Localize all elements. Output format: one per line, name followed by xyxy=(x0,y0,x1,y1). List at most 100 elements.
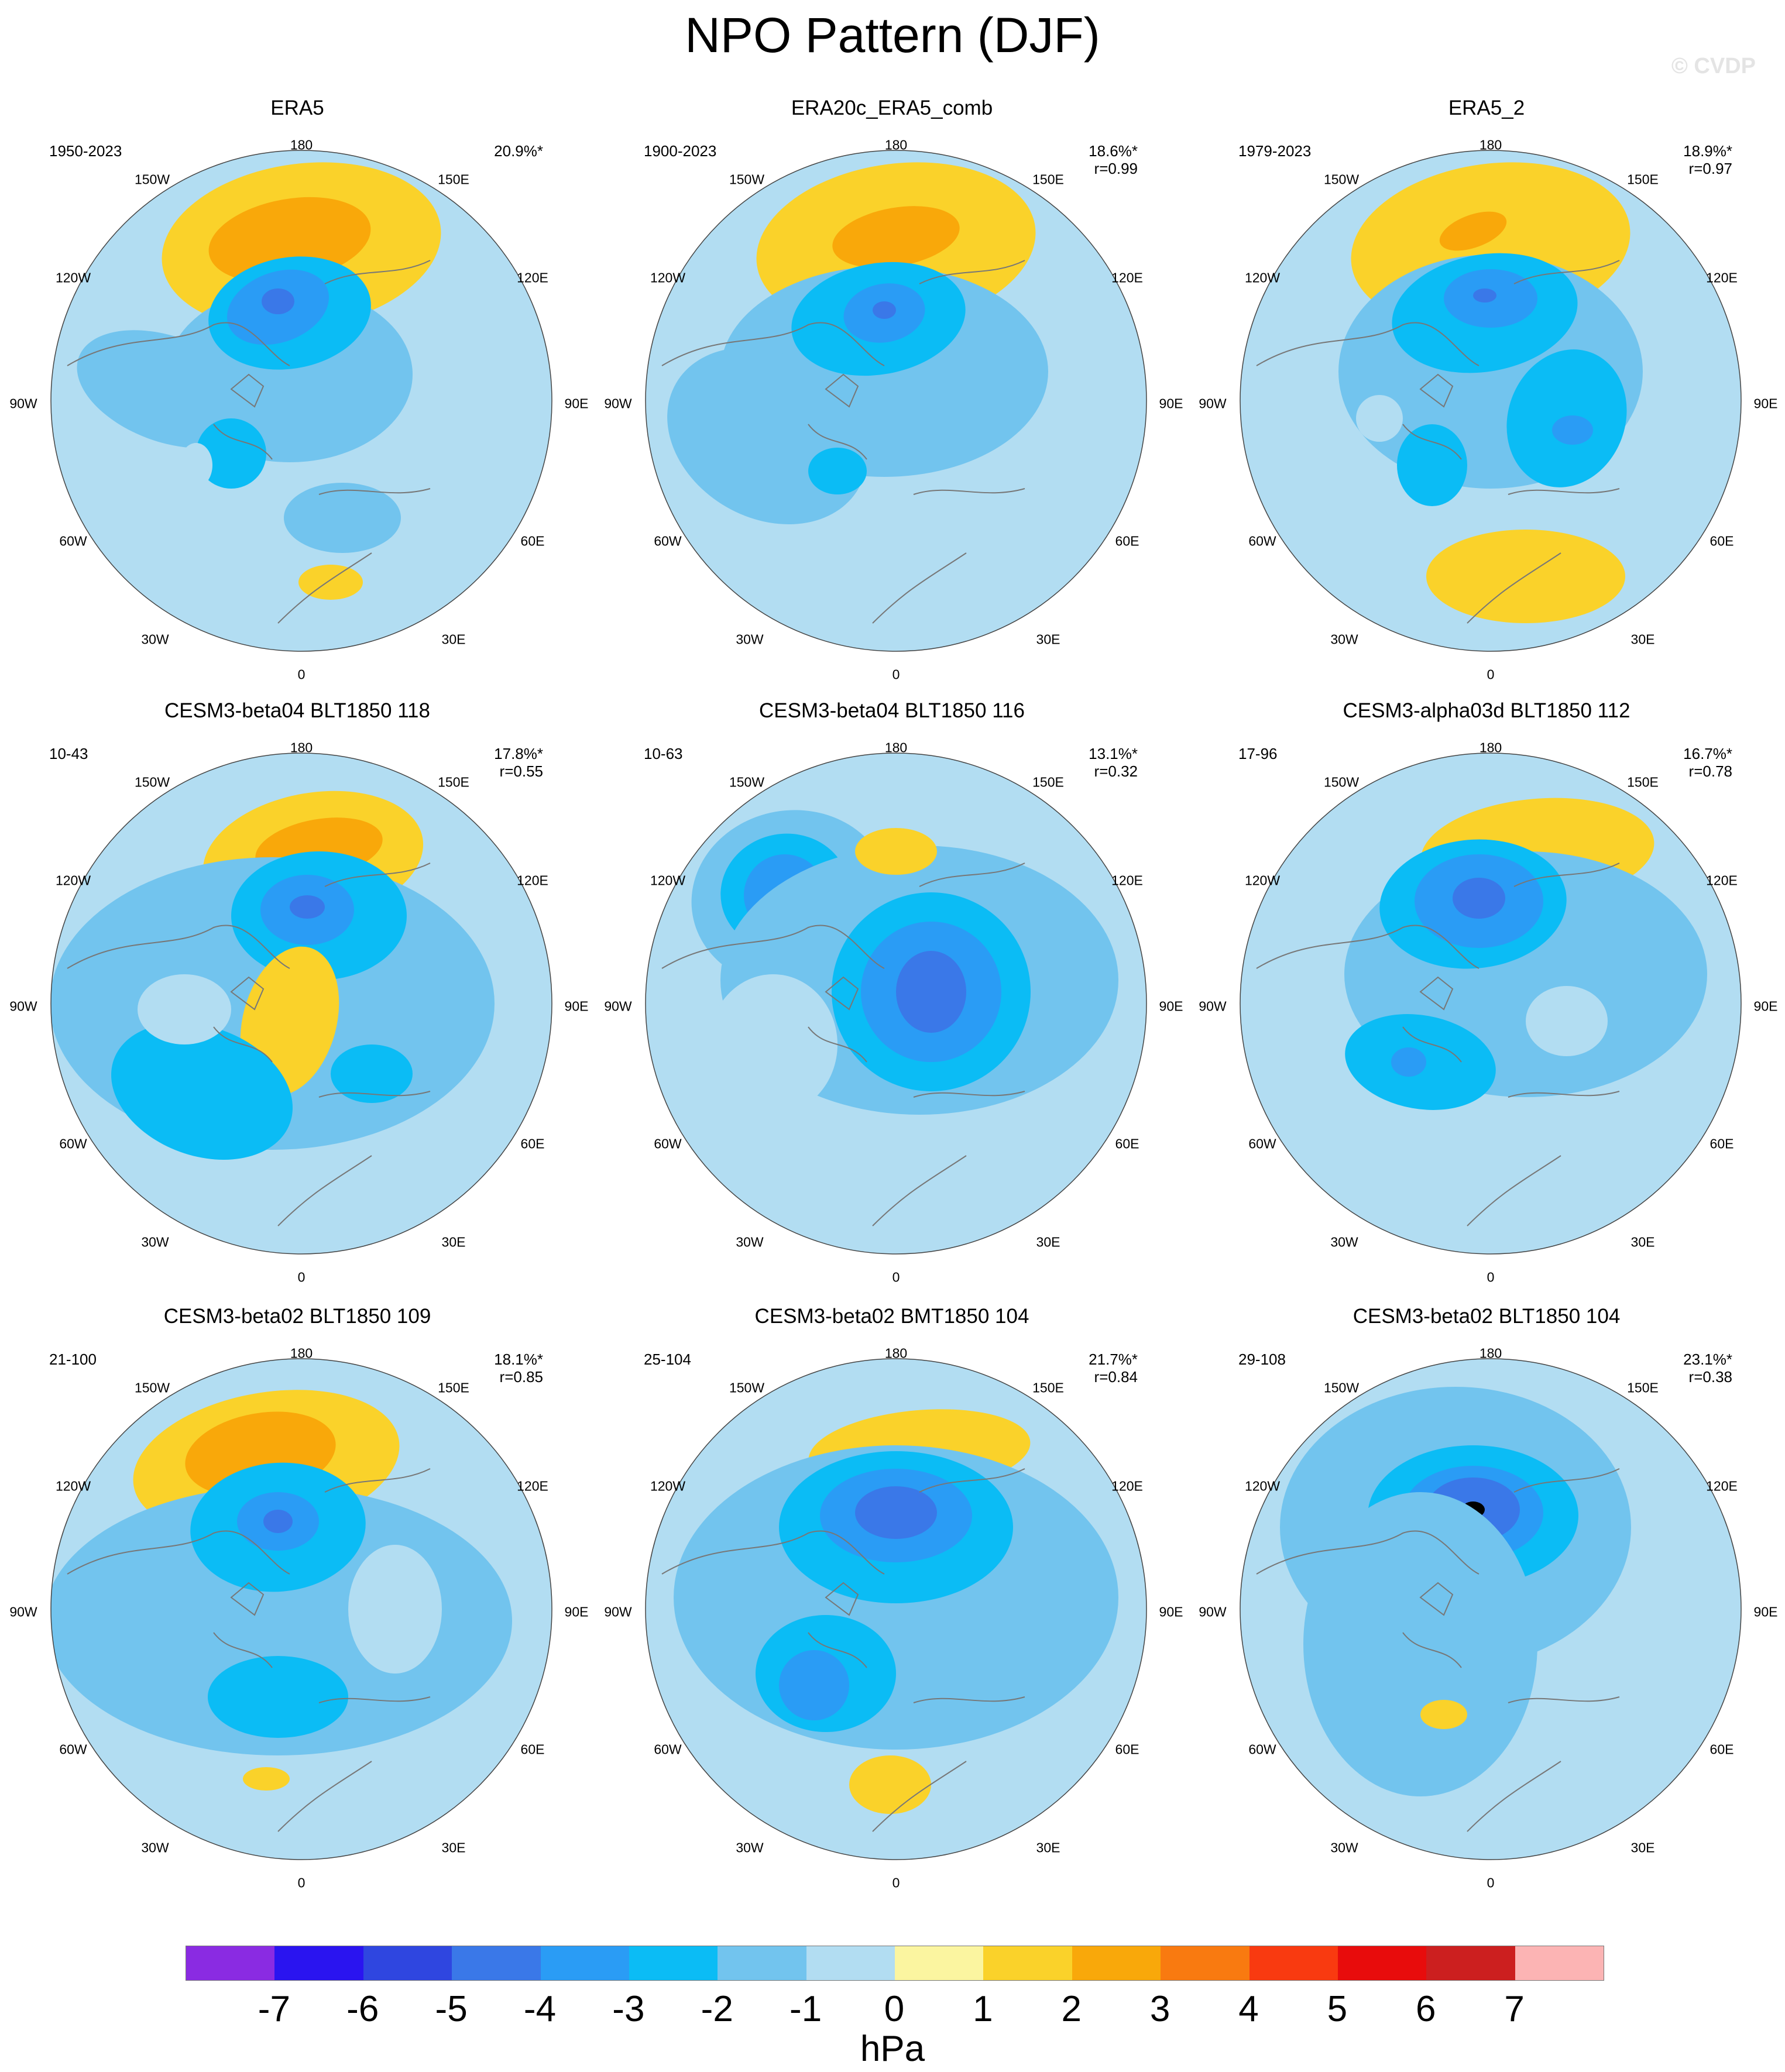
longitude-label: 120W xyxy=(1244,270,1281,286)
longitude-label: 0 xyxy=(297,666,305,682)
longitude-label: 30E xyxy=(1630,1840,1655,1855)
longitude-label: 150W xyxy=(729,171,765,187)
contour-region xyxy=(1356,395,1403,442)
longitude-label: 150W xyxy=(1323,171,1360,187)
contour-region xyxy=(896,951,966,1033)
polar-map xyxy=(1240,150,1742,652)
longitude-label: 120E xyxy=(1111,270,1143,286)
contour-region xyxy=(196,418,266,489)
polar-map xyxy=(1240,1358,1742,1860)
contour-region xyxy=(779,1650,849,1720)
colorbar-tick-label: -6 xyxy=(346,1989,379,2029)
panel-title: ERA5_2 xyxy=(1448,97,1525,119)
colorbar-tick-label: 4 xyxy=(1238,1989,1259,2029)
polar-map xyxy=(645,150,1147,652)
longitude-label: 30W xyxy=(736,1234,764,1250)
coastline xyxy=(67,260,431,624)
longitude-label: 150E xyxy=(1032,1380,1064,1396)
pattern-correlation: r=0.99 xyxy=(1094,160,1138,177)
page-title: NPO Pattern (DJF) xyxy=(685,8,1100,63)
longitude-label: 0 xyxy=(1487,1875,1495,1891)
contour-region xyxy=(331,1044,413,1103)
map-border xyxy=(1240,150,1742,652)
colorbar-tick-label: -4 xyxy=(523,1989,557,2029)
contour-region xyxy=(1552,415,1593,445)
contour-region xyxy=(1473,288,1496,303)
longitude-label: 180 xyxy=(290,1345,313,1361)
colorbar-tick-label: 3 xyxy=(1149,1989,1170,2029)
longitude-label: 90E xyxy=(1159,1604,1183,1620)
longitude-label: 30W xyxy=(141,1840,169,1855)
longitude-label: 60E xyxy=(520,1136,545,1152)
colorbar-tick-label: 1 xyxy=(973,1989,993,2029)
longitude-label: 120E xyxy=(1706,872,1738,888)
variance-explained: 17.8%* xyxy=(494,745,543,762)
longitude-label: 90W xyxy=(604,396,632,411)
map-border xyxy=(645,150,1147,652)
variance-explained: 16.7%* xyxy=(1683,745,1732,762)
longitude-label: 120W xyxy=(1244,872,1281,888)
longitude-label: 120W xyxy=(650,1478,686,1494)
map-panel: CESM3-alpha03d BLT1850 112 17-96 16.7%* r=0… xyxy=(1189,699,1784,1302)
panel-years: 1979-2023 xyxy=(1238,142,1312,160)
contour-region xyxy=(111,1023,293,1160)
longitude-label: 0 xyxy=(892,1875,900,1891)
longitude-label: 90W xyxy=(1199,396,1227,411)
variance-explained: 21.7%* xyxy=(1089,1351,1138,1368)
longitude-label: 60W xyxy=(654,533,682,549)
pattern-correlation: r=0.32 xyxy=(1094,762,1138,780)
map-panel: CESM3-beta02 BLT1850 109 21-100 18.1%* r=0.… xyxy=(0,1305,595,1908)
panel-stats: 16.7%* r=0.78 xyxy=(1683,745,1732,780)
longitude-label: 120E xyxy=(517,1478,548,1494)
longitude-label: 90E xyxy=(564,396,589,411)
longitude-label: 60E xyxy=(520,533,545,549)
panel-years: 1900-2023 xyxy=(644,142,717,160)
contour-region xyxy=(243,1767,290,1791)
colorbar-tick-label: 5 xyxy=(1327,1989,1348,2029)
longitude-label: 30W xyxy=(1330,1840,1358,1855)
panel-stats: 18.9%* r=0.97 xyxy=(1683,142,1732,177)
map-panel: ERA5_2 1979-2023 18.9%* r=0.97 180 150W 150E 12… xyxy=(1189,97,1784,699)
contour-region xyxy=(855,828,937,875)
longitude-label: 0 xyxy=(297,1269,305,1285)
panel-stats: 18.1%* r=0.85 xyxy=(494,1351,543,1386)
colorbar-units: hPa xyxy=(860,2029,925,2069)
polar-map xyxy=(645,1358,1147,1860)
longitude-label: 0 xyxy=(1487,1269,1495,1285)
pattern-correlation: r=0.78 xyxy=(1688,762,1732,780)
contour-region xyxy=(77,330,257,448)
contour-region xyxy=(348,1545,442,1674)
pattern-correlation: r=0.55 xyxy=(499,762,543,780)
coastline xyxy=(67,1468,431,1832)
polar-map xyxy=(50,150,552,652)
longitude-label: 60W xyxy=(59,1136,87,1152)
panel-stats: 13.1%* r=0.32 xyxy=(1089,745,1138,780)
longitude-label: 60E xyxy=(1115,1136,1139,1152)
longitude-label: 60W xyxy=(1248,1741,1276,1757)
longitude-label: 150E xyxy=(438,1380,469,1396)
longitude-label: 180 xyxy=(884,740,908,755)
cvdp-watermark: © CVDP xyxy=(1671,54,1756,78)
variance-explained: 18.9%* xyxy=(1683,142,1732,160)
map-border xyxy=(50,150,552,652)
longitude-label: 150W xyxy=(729,1380,765,1396)
colorbar-swatch xyxy=(1337,1946,1427,1980)
map-panel: CESM3-beta02 BMT1850 104 25-104 21.7%* r=0.… xyxy=(595,1305,1189,1908)
longitude-label: 90W xyxy=(1199,1604,1227,1620)
panel-years: 10-43 xyxy=(49,745,88,762)
longitude-label: 90E xyxy=(564,1604,589,1620)
pattern-correlation: r=0.85 xyxy=(499,1368,543,1386)
longitude-label: 150E xyxy=(1627,171,1659,187)
contour-region xyxy=(1397,424,1467,506)
panel-years: 25-104 xyxy=(644,1351,691,1368)
panel-years: 1950-2023 xyxy=(49,142,122,160)
colorbar-swatch xyxy=(983,1946,1072,1980)
colorbar-tick-label: 6 xyxy=(1416,1989,1436,2029)
pattern-correlation: r=0.97 xyxy=(1688,160,1732,177)
longitude-label: 120W xyxy=(650,270,686,286)
coastline xyxy=(661,1468,1025,1832)
contour-region xyxy=(208,1656,348,1738)
longitude-label: 60W xyxy=(1248,1136,1276,1152)
longitude-label: 60W xyxy=(654,1136,682,1152)
pattern-correlation: r=0.38 xyxy=(1688,1368,1732,1386)
